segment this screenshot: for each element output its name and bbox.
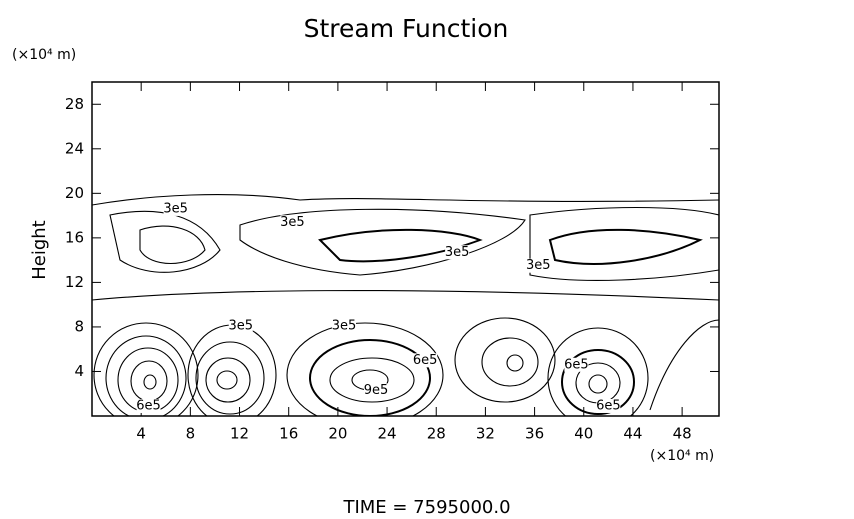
contour-label-bg <box>228 318 253 333</box>
x-tick-label: 40 <box>574 425 593 443</box>
x-tick-label: 20 <box>328 425 347 443</box>
contour-label-bg <box>564 357 589 372</box>
contour-field <box>92 194 719 416</box>
contour-label-bg <box>332 318 357 333</box>
chart-title: Stream Function <box>304 14 509 43</box>
contour-label: 3e5 <box>228 318 253 333</box>
y-tick-label: 4 <box>74 362 84 380</box>
x-tick-label: 8 <box>186 425 196 443</box>
x-tick-label: 24 <box>378 425 397 443</box>
x-tick-label: 44 <box>623 425 642 443</box>
contour-label: 3e5 <box>163 201 188 216</box>
contour-label: 3e5 <box>280 215 305 230</box>
x-tick-label: 36 <box>525 425 544 443</box>
y-unit: (×10⁴ m) <box>12 47 76 63</box>
x-tick-label: 32 <box>476 425 495 443</box>
y-tick-label: 12 <box>65 273 84 291</box>
x-tick-label: 16 <box>279 425 298 443</box>
contour-label-bg <box>363 383 388 398</box>
contour-label: 6e5 <box>564 357 589 372</box>
y-axis-label: Height <box>29 220 50 280</box>
contour-label: 6e5 <box>136 398 161 413</box>
contour-label-bg <box>445 245 470 260</box>
contour-label: 6e5 <box>413 353 438 368</box>
y-tick-label: 20 <box>65 184 84 202</box>
contour-label: 3e5 <box>445 245 470 260</box>
x-unit: (×10⁴ m) <box>650 448 714 464</box>
y-tick-label: 24 <box>65 139 84 157</box>
y-tick-label: 28 <box>65 95 84 113</box>
contour-label-bg <box>526 258 551 273</box>
contour-label-bg <box>413 353 438 368</box>
contour-label-bg <box>163 201 188 216</box>
x-tick-label: 48 <box>673 425 692 443</box>
x-tick-label: 12 <box>230 425 249 443</box>
contour-label: 3e5 <box>332 318 357 333</box>
contour-label: 6e5 <box>596 398 621 413</box>
x-tick-label: 28 <box>427 425 446 443</box>
contour-label: 3e5 <box>526 258 551 273</box>
contour-label: 9e5 <box>364 383 389 398</box>
contour-label-bg <box>280 215 305 230</box>
contour-label-bg <box>136 398 161 413</box>
y-tick-label: 16 <box>65 228 84 246</box>
y-tick-label: 8 <box>74 317 84 335</box>
contour-label-bg <box>596 398 621 413</box>
x-tick-label: 4 <box>136 425 146 443</box>
plot-frame <box>91 81 720 417</box>
footer: TIME = 7595000.0 <box>342 497 510 518</box>
